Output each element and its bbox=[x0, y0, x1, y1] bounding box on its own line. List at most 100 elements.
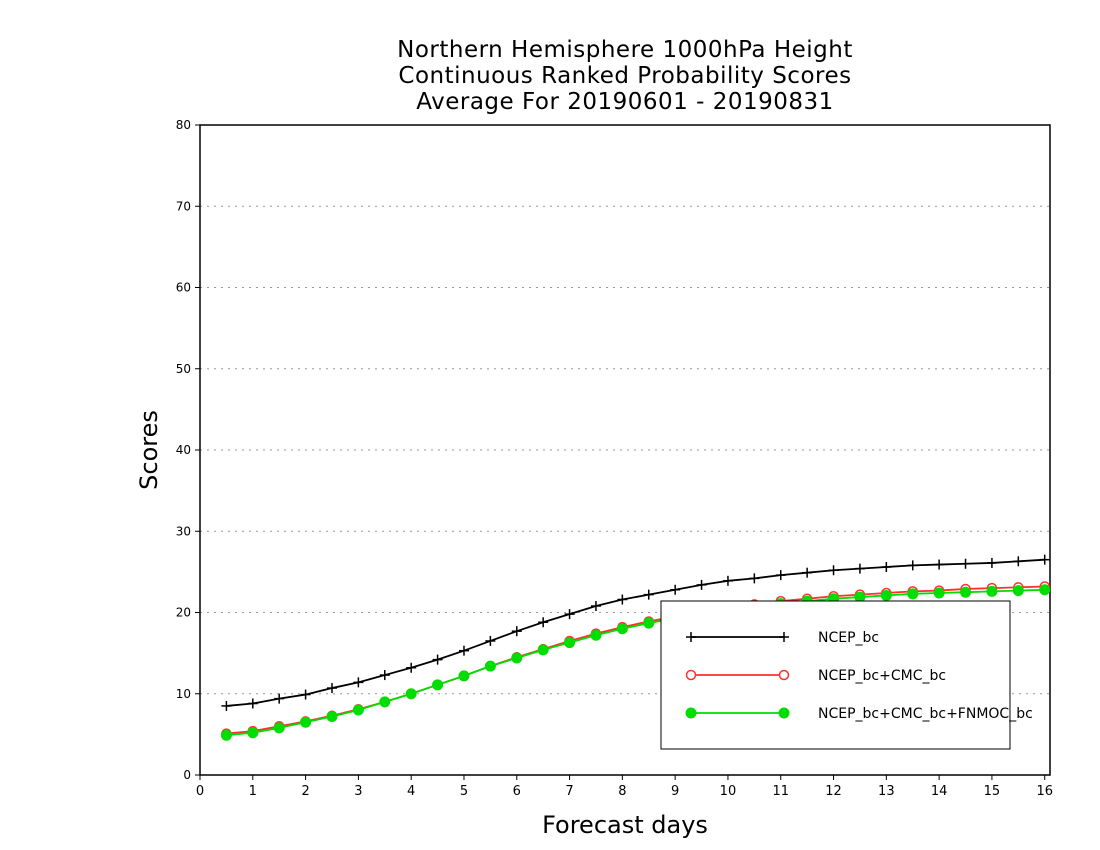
data-point bbox=[247, 727, 259, 739]
x-tick-label: 9 bbox=[671, 784, 679, 799]
data-point bbox=[485, 635, 496, 646]
y-tick-label: 10 bbox=[176, 687, 191, 701]
data-point bbox=[696, 579, 707, 590]
legend-marker bbox=[685, 707, 697, 719]
data-point bbox=[273, 722, 285, 734]
data-point bbox=[537, 644, 549, 656]
legend-marker bbox=[686, 632, 696, 642]
data-point bbox=[960, 586, 972, 598]
data-point bbox=[933, 587, 945, 599]
data-point bbox=[406, 662, 417, 673]
data-point bbox=[1012, 585, 1024, 597]
x-tick-label: 2 bbox=[301, 784, 309, 799]
data-point bbox=[379, 670, 390, 681]
data-point bbox=[564, 609, 575, 620]
data-point bbox=[934, 559, 945, 570]
data-point bbox=[511, 626, 522, 637]
data-point bbox=[802, 567, 813, 578]
data-point bbox=[907, 560, 918, 571]
legend-marker bbox=[778, 707, 790, 719]
data-point bbox=[749, 573, 760, 584]
legend-marker bbox=[778, 669, 790, 681]
data-point bbox=[854, 563, 865, 574]
legend-label: NCEP_bc+CMC_bc+FNMOC_bc bbox=[818, 706, 1033, 722]
data-point bbox=[1039, 584, 1051, 596]
data-point bbox=[432, 679, 444, 691]
data-point bbox=[405, 688, 417, 700]
data-point bbox=[300, 689, 311, 700]
data-point bbox=[643, 589, 654, 600]
x-tick-label: 0 bbox=[196, 784, 204, 799]
data-point bbox=[538, 617, 549, 628]
data-point bbox=[247, 698, 258, 709]
x-tick-label: 5 bbox=[460, 784, 468, 799]
y-tick-label: 50 bbox=[176, 362, 191, 376]
x-tick-label: 7 bbox=[565, 784, 573, 799]
data-point bbox=[907, 588, 919, 600]
y-tick-label: 60 bbox=[176, 281, 191, 295]
data-point bbox=[353, 677, 364, 688]
data-point bbox=[590, 629, 602, 641]
x-tick-label: 12 bbox=[825, 784, 842, 799]
data-point bbox=[1039, 554, 1050, 565]
chart-title-line-2: Continuous Ranked Probability Scores bbox=[398, 63, 852, 89]
x-tick-label: 10 bbox=[720, 784, 737, 799]
data-point bbox=[775, 570, 786, 581]
y-tick-label: 70 bbox=[176, 199, 191, 213]
y-axis-label: Scores bbox=[135, 410, 163, 490]
data-point bbox=[616, 623, 628, 635]
chart-title-line-3: Average For 20190601 - 20190831 bbox=[416, 89, 834, 115]
x-tick-label: 6 bbox=[513, 784, 521, 799]
series-0 bbox=[221, 554, 1050, 711]
data-point bbox=[511, 652, 523, 664]
data-point bbox=[722, 575, 733, 586]
data-point bbox=[880, 589, 892, 601]
data-point bbox=[458, 670, 470, 682]
data-point bbox=[274, 693, 285, 704]
x-tick-label: 15 bbox=[984, 784, 1001, 799]
data-point bbox=[432, 654, 443, 665]
legend-marker bbox=[779, 632, 789, 642]
data-point bbox=[300, 716, 312, 728]
data-point bbox=[617, 594, 628, 605]
y-tick-label: 20 bbox=[176, 606, 191, 620]
data-point bbox=[326, 711, 338, 722]
data-point bbox=[221, 700, 232, 711]
legend-label: NCEP_bc+CMC_bc bbox=[818, 668, 946, 684]
legend-marker bbox=[685, 669, 697, 681]
legend-label: NCEP_bc bbox=[818, 630, 879, 646]
data-point bbox=[828, 565, 839, 576]
x-tick-label: 8 bbox=[618, 784, 626, 799]
data-point bbox=[881, 562, 892, 572]
data-point bbox=[220, 729, 232, 741]
x-tick-label: 3 bbox=[354, 784, 362, 799]
y-tick-label: 30 bbox=[176, 524, 191, 538]
data-point bbox=[564, 637, 576, 649]
x-axis-label: Forecast days bbox=[542, 811, 708, 839]
series-2 bbox=[220, 584, 1051, 741]
y-tick-label: 40 bbox=[176, 443, 191, 457]
x-tick-label: 13 bbox=[878, 784, 895, 799]
data-point bbox=[960, 558, 971, 569]
x-tick-label: 11 bbox=[772, 784, 789, 799]
data-point bbox=[1013, 556, 1024, 567]
data-point bbox=[986, 557, 997, 568]
x-tick-label: 1 bbox=[249, 784, 257, 799]
x-tick-label: 14 bbox=[931, 784, 948, 799]
chart-title-line-1: Northern Hemisphere 1000hPa Height bbox=[397, 37, 853, 63]
data-point bbox=[670, 584, 681, 595]
x-tick-label: 16 bbox=[1036, 784, 1053, 799]
data-point bbox=[484, 660, 496, 672]
data-point bbox=[352, 704, 364, 716]
data-point bbox=[379, 696, 391, 708]
data-point bbox=[986, 585, 998, 597]
y-tick-label: 80 bbox=[176, 118, 191, 132]
x-tick-label: 4 bbox=[407, 784, 415, 799]
data-point bbox=[326, 683, 337, 694]
legend: NCEP_bc NCEP_bc+CMC_bc NCEP_bc+CMC_bc+FNMO… bbox=[660, 600, 1033, 750]
data-point bbox=[458, 645, 469, 656]
data-point bbox=[643, 617, 655, 629]
data-point bbox=[590, 601, 601, 611]
